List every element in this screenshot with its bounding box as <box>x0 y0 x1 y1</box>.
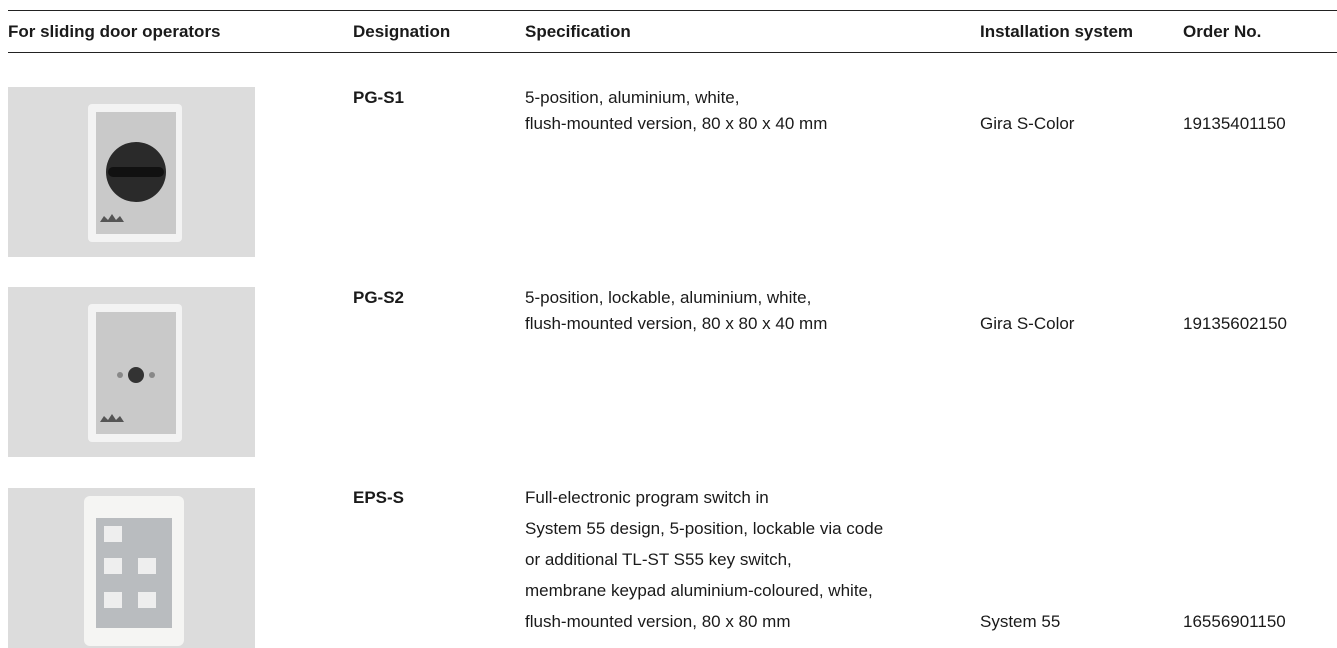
designation: PG-S2 <box>353 288 405 307</box>
specification-line: flush-mounted version, 80 x 80 x 40 mm <box>525 114 828 133</box>
specification-line: System 55 design, 5-position, lockable v… <box>525 519 884 538</box>
order-number: 19135602150 <box>1183 314 1288 333</box>
column-header: Specification <box>525 22 631 41</box>
installation-system: System 55 <box>980 612 1061 631</box>
specification-line: or additional TL-ST S55 key switch, <box>525 550 792 569</box>
column-header: Order No. <box>1183 22 1262 41</box>
installation-system: Gira S-Color <box>980 314 1075 333</box>
order-number: 19135401150 <box>1183 114 1286 133</box>
installation-system: Gira S-Color <box>980 114 1075 133</box>
column-header: Designation <box>353 22 451 41</box>
designation: EPS-S <box>353 488 405 507</box>
specification-line: flush-mounted version, 80 x 80 mm <box>525 612 791 631</box>
specification-line: flush-mounted version, 80 x 80 x 40 mm <box>525 314 828 333</box>
column-header: Installation system <box>980 22 1134 41</box>
top-rule <box>8 10 1337 11</box>
order-number: 16556901150 <box>1183 612 1286 631</box>
specification-line: Full-electronic program switch in <box>525 488 769 507</box>
specification-line: 5-position, aluminium, white, <box>525 88 740 107</box>
product-image <box>8 87 255 257</box>
specification-line: membrane keypad aluminium-coloured, whit… <box>525 581 873 600</box>
column-header: For sliding door operators <box>8 22 221 41</box>
header-rule <box>8 52 1337 53</box>
product-image <box>8 488 255 648</box>
designation: PG-S1 <box>353 88 405 107</box>
specification-line: 5-position, lockable, aluminium, white, <box>525 288 812 307</box>
product-image <box>8 287 255 457</box>
